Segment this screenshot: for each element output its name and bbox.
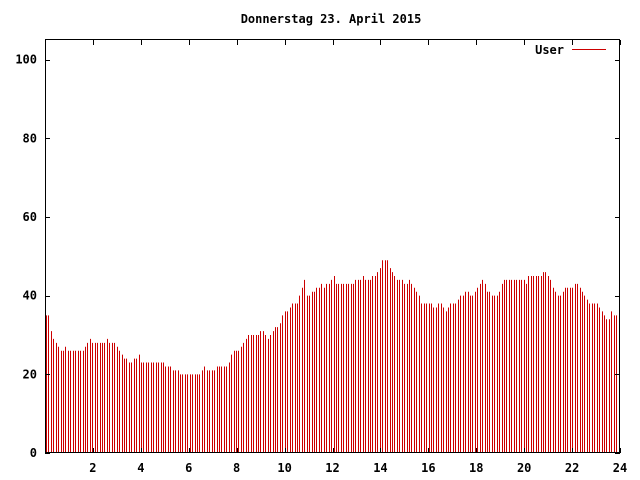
x-tick-label: 18: [469, 461, 483, 475]
legend: User: [535, 43, 606, 57]
y-axis-ticks: 0 20 40 60 80 100: [15, 53, 620, 460]
y-tick-label: 0: [30, 446, 37, 460]
y-tick-label: 40: [23, 289, 37, 303]
x-tick-label: 24: [613, 461, 627, 475]
x-tick-label: 2: [89, 461, 96, 475]
y-tick-label: 20: [23, 367, 37, 381]
y-tick-label: 80: [23, 131, 37, 145]
x-axis-ticks: 2 4 6 8 10 12 14 16 18 20 22 24: [89, 40, 627, 475]
x-tick-label: 4: [137, 461, 144, 475]
legend-label-user: User: [535, 43, 564, 57]
x-tick-label: 20: [517, 461, 531, 475]
y-tick-label: 60: [23, 210, 37, 224]
x-tick-label: 16: [421, 461, 435, 475]
x-tick-label: 22: [565, 461, 579, 475]
x-tick-label: 14: [373, 461, 387, 475]
x-tick-label: 6: [185, 461, 192, 475]
x-tick-label: 8: [233, 461, 240, 475]
bars-group: [46, 260, 620, 453]
y-tick-label: 100: [15, 53, 37, 67]
chart-title: Donnerstag 23. April 2015: [241, 12, 422, 26]
x-tick-label: 10: [277, 461, 291, 475]
plot-frame: [45, 39, 620, 453]
x-tick-label: 12: [325, 461, 339, 475]
